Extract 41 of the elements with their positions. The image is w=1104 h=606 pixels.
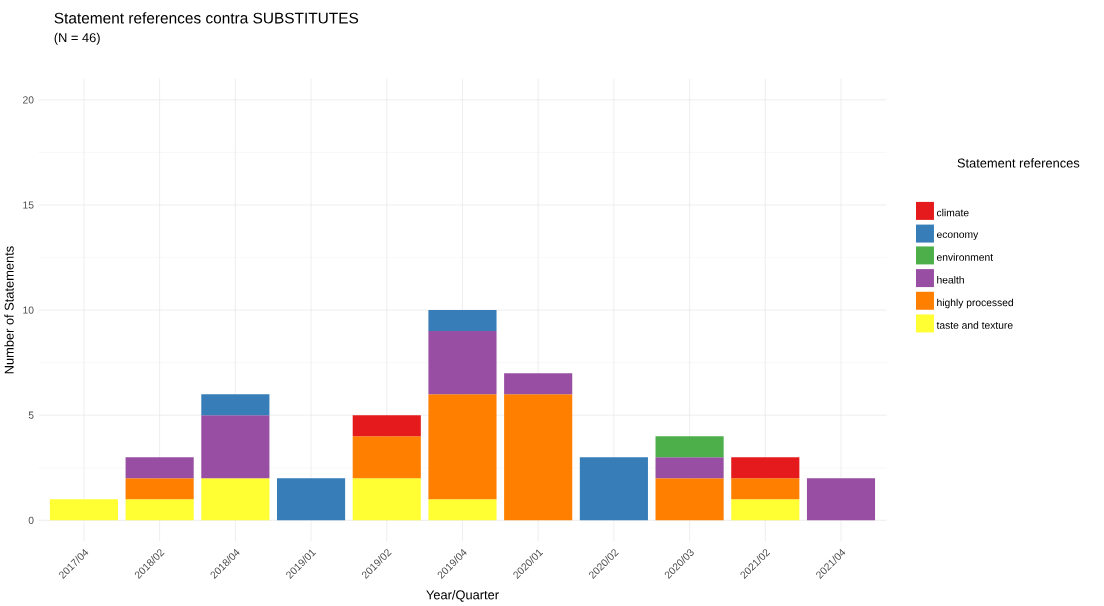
x-axis-title: Year/Quarter [426, 589, 499, 602]
bar [352, 478, 421, 521]
bar [428, 331, 497, 395]
y-tick-label: 5 [28, 411, 34, 419]
legend-label: climate [936, 208, 969, 217]
bar [49, 499, 119, 521]
y-tick-label: 10 [23, 306, 34, 314]
bar [731, 499, 800, 521]
bar [806, 478, 876, 521]
bar [655, 436, 724, 458]
bar [504, 373, 573, 395]
bar [201, 415, 270, 479]
y-tick-label: 15 [23, 201, 34, 209]
bar [352, 415, 421, 437]
bar [428, 310, 497, 332]
chart-title: Statement references contra SUBSTITUTES [54, 12, 359, 24]
bar [125, 478, 194, 500]
legend-label: economy [936, 232, 979, 241]
bar [428, 394, 497, 500]
legend-title: Statement references [957, 158, 1080, 168]
bar [655, 478, 724, 521]
legend-label: health [937, 275, 964, 284]
legend-label: taste and texture [936, 321, 1013, 329]
bar [579, 457, 648, 521]
bar [201, 478, 270, 521]
bar [731, 457, 800, 479]
bar [125, 457, 194, 479]
bar [428, 499, 497, 521]
bar [352, 436, 421, 479]
bar [504, 394, 573, 521]
y-tick-label: 0 [28, 516, 34, 524]
bar [201, 394, 270, 416]
bar [276, 478, 346, 521]
legend-label: highly processed [937, 298, 1013, 309]
y-tick-label: 20 [23, 96, 34, 104]
legend-label: environment [936, 253, 993, 261]
bar [655, 457, 724, 479]
bar [731, 478, 800, 500]
y-axis-title: Number of Statements [4, 246, 14, 374]
chart-subtitle: (N = 46) [54, 32, 100, 45]
bar [125, 499, 194, 521]
